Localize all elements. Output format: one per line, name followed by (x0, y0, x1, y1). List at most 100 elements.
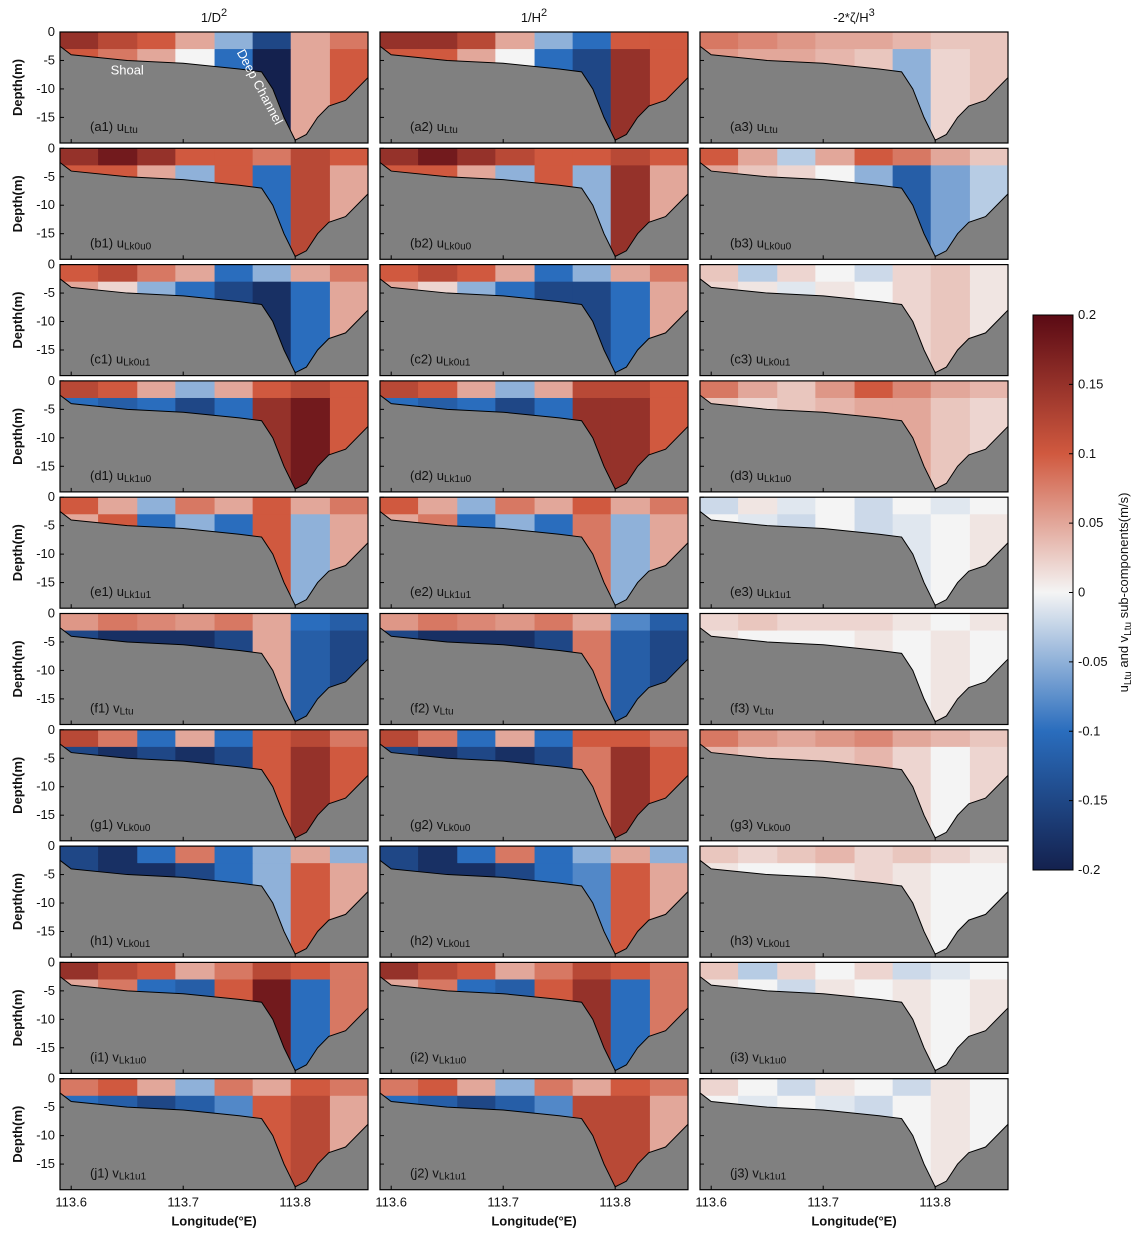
panel-label-text: (i2) v (410, 1049, 439, 1064)
y-tick-label: -5 (43, 518, 55, 533)
cell (969, 1078, 1008, 1097)
panel-label-text: (a2) u (410, 119, 444, 134)
cell (815, 32, 856, 50)
panel-label-sub: Lk1u0 (124, 474, 152, 485)
cell (175, 32, 216, 50)
y-tick-label: 0 (48, 257, 55, 272)
panel-label-text: (g1) v (90, 817, 124, 832)
cell (930, 497, 971, 515)
panel-label-sub: Lk0u1 (443, 358, 471, 369)
panel-label-text: (j3) v (730, 1166, 759, 1181)
cell (815, 148, 856, 166)
cell (815, 613, 856, 632)
panel: 113.6 113.7 113.8 Longitude(°E) (j3) vLk1u1 (695, 1078, 1009, 1229)
cell (969, 962, 1008, 980)
cell (137, 264, 176, 283)
panel-label-sub: Lk0u1 (123, 358, 151, 369)
cell (380, 1078, 419, 1097)
panel-frame (699, 729, 1009, 842)
cell (534, 846, 574, 864)
cell (98, 846, 138, 864)
cell (290, 32, 331, 50)
cell (214, 846, 254, 864)
panel: (h3) vLk0u1 (699, 845, 1009, 958)
panel-frame (379, 612, 689, 726)
cell (738, 729, 778, 748)
panel-label-text: (i3) v (730, 1049, 759, 1064)
cell (457, 32, 496, 50)
y-tick-label: -15 (36, 807, 55, 822)
cell (418, 962, 458, 980)
panel-frame (59, 31, 369, 144)
panel-label: (e1) uLk1u1 (90, 584, 152, 601)
bathymetry (59, 278, 369, 374)
cell (572, 962, 612, 980)
y-tick-label: -5 (43, 867, 55, 882)
cell (60, 962, 99, 980)
colorbar-label-sub: Ltu (1123, 622, 1134, 636)
cell (930, 380, 971, 399)
cell (418, 264, 458, 283)
y-tick-label: -10 (36, 197, 55, 212)
y-tick-label: -10 (36, 546, 55, 561)
cell (175, 729, 216, 748)
panel-frame (59, 729, 369, 842)
y-tick-label: -15 (36, 342, 55, 357)
y-tick-label: 0 (48, 606, 55, 621)
cell (700, 497, 739, 515)
panel-frame (59, 147, 369, 260)
bathymetry (379, 859, 689, 955)
y-tick-label: -5 (43, 401, 55, 416)
panel: (f3) vLtu (699, 612, 1009, 726)
bathymetry (699, 45, 1009, 141)
cell (98, 613, 138, 632)
cell (854, 613, 894, 632)
x-tick-label: 113.6 (695, 1195, 727, 1210)
cell (610, 497, 651, 515)
panel: (d3) uLk1u0 (699, 380, 1009, 493)
cell (329, 497, 368, 515)
panel-label-sub: Lk1u0 (119, 1055, 147, 1066)
panel: (b3) uLk0u0 (699, 147, 1009, 260)
cell (572, 264, 612, 283)
cell (930, 846, 971, 864)
cell (649, 1078, 688, 1097)
cell (930, 32, 971, 50)
colorbar-label-text: u (1116, 685, 1131, 692)
panel-label-text: (e3) u (730, 584, 764, 599)
cell (175, 962, 216, 980)
colorbar-tick-label: 0.1 (1078, 446, 1096, 461)
y-tick-label: -10 (36, 430, 55, 445)
cell (137, 729, 176, 748)
panel-label: (j3) vLk1u1 (730, 1166, 787, 1183)
panel-label-text: (f2) v (410, 701, 440, 716)
panel-label: (e3) uLk1u1 (730, 584, 792, 601)
panel-label-sub: Lk0u1 (763, 358, 791, 369)
panel-label-sub: Lk1u0 (764, 474, 792, 485)
cell (418, 380, 458, 399)
panel: (i2) vLk1u0 (379, 961, 689, 1075)
cell (700, 613, 739, 632)
panel-label: (h3) vLk0u1 (730, 933, 791, 950)
panel-label-text: (d2) u (410, 468, 444, 483)
cell (610, 264, 651, 283)
y-tick-label: -10 (36, 895, 55, 910)
cell (290, 729, 331, 748)
cell (329, 613, 368, 632)
cell (329, 32, 368, 50)
cell (777, 846, 816, 864)
y-tick-label: -15 (36, 691, 55, 706)
bathymetry (59, 511, 369, 607)
cell (329, 264, 368, 283)
y-axis-label: Depth(m) (10, 175, 25, 232)
panel-label-sub: Lk0u0 (443, 823, 471, 834)
panel-label: (f1) vLtu (90, 701, 134, 718)
y-tick-label: 0 (48, 954, 55, 969)
cell (649, 729, 688, 748)
cell (969, 32, 1008, 50)
cell (738, 264, 778, 283)
panel: (c3) uLk0u1 (699, 264, 1009, 377)
cell (892, 613, 932, 632)
panel: 0 -5 -10 -15 Depth(m) (e1) uLk1u1 (10, 489, 369, 609)
